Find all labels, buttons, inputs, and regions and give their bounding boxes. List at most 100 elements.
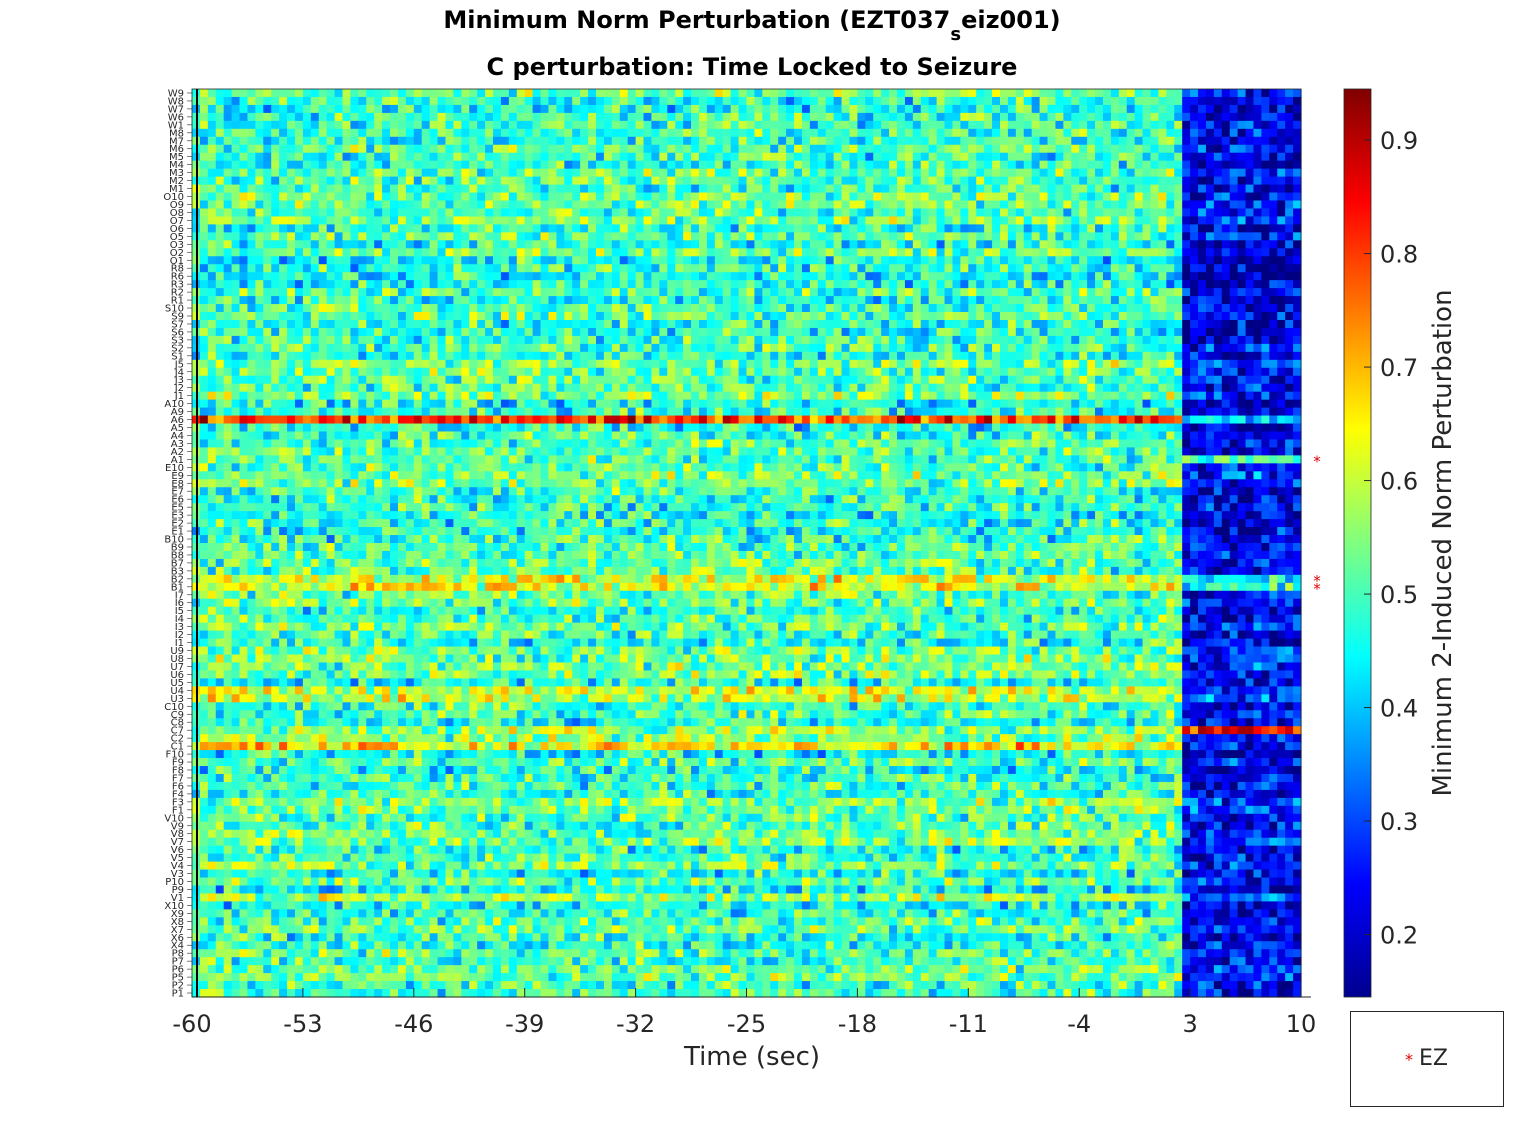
heatmap-cell: [1246, 304, 1255, 313]
heatmap-cell: [1055, 328, 1064, 337]
heatmap-cell: [897, 344, 906, 353]
heatmap-cell: [842, 208, 851, 217]
heatmap-cell: [762, 153, 771, 162]
heatmap-cell: [1261, 256, 1270, 265]
heatmap-cell: [1055, 105, 1064, 114]
heatmap-cell: [414, 177, 423, 186]
heatmap-cell: [1198, 177, 1207, 186]
heatmap-cell: [350, 169, 359, 178]
heatmap-cell: [1103, 272, 1112, 281]
heatmap-cell: [287, 129, 296, 138]
heatmap-cell: [200, 256, 209, 265]
heatmap-cell: [596, 153, 605, 162]
heatmap-cell: [644, 272, 653, 281]
heatmap-cell: [873, 320, 882, 329]
heatmap-cell: [279, 256, 288, 265]
heatmap-cell: [628, 145, 637, 154]
heatmap-cell: [358, 256, 367, 265]
heatmap-cell: [1071, 161, 1080, 170]
heatmap-cell: [485, 360, 494, 369]
heatmap-cell: [1119, 240, 1128, 249]
heatmap-cell: [675, 129, 684, 138]
heatmap-cell: [208, 97, 217, 106]
heatmap-cell: [604, 320, 613, 329]
heatmap-cell: [802, 352, 811, 361]
heatmap-cell: [382, 153, 391, 162]
heatmap-cell: [976, 129, 985, 138]
heatmap-cell: [1008, 360, 1017, 369]
heatmap-cell: [1079, 352, 1088, 361]
heatmap-cell: [572, 232, 581, 241]
heatmap-cell: [541, 129, 550, 138]
heatmap-cell: [485, 129, 494, 138]
heatmap-cell: [240, 232, 249, 241]
heatmap-cell: [398, 272, 407, 281]
heatmap-cell: [1222, 113, 1231, 122]
heatmap-cell: [1024, 256, 1033, 265]
heatmap-cell: [913, 352, 922, 361]
heatmap-cell: [604, 216, 613, 225]
heatmap-cell: [564, 240, 573, 249]
heatmap-cell: [343, 161, 352, 170]
heatmap-cell: [1087, 248, 1096, 257]
heatmap-cell: [1095, 161, 1104, 170]
heatmap-cell: [810, 232, 819, 241]
heatmap-cell: [1198, 288, 1207, 297]
heatmap-cell: [548, 145, 557, 154]
heatmap-cell: [1087, 89, 1096, 98]
heatmap-cell: [1079, 272, 1088, 281]
heatmap-cell: [461, 264, 470, 273]
heatmap-cell: [651, 328, 660, 337]
heatmap-cell: [572, 304, 581, 313]
heatmap-cell: [556, 121, 565, 130]
heatmap-cell: [477, 344, 486, 353]
heatmap-cell: [1135, 121, 1144, 130]
heatmap-cell: [921, 232, 930, 241]
heatmap-cell: [1135, 312, 1144, 321]
heatmap-cell: [747, 89, 756, 98]
heatmap-cell: [1016, 352, 1025, 361]
heatmap-cell: [1182, 129, 1191, 138]
heatmap-cell: [612, 105, 621, 114]
heatmap-cell: [596, 185, 605, 194]
heatmap-cell: [398, 208, 407, 217]
heatmap-cell: [826, 296, 835, 305]
heatmap-cell: [232, 161, 241, 170]
heatmap-cell: [485, 368, 494, 377]
heatmap-cell: [453, 328, 462, 337]
heatmap-cell: [216, 256, 225, 265]
heatmap-cell: [1143, 232, 1152, 241]
heatmap-cell: [612, 248, 621, 257]
heatmap-cell: [1285, 89, 1294, 98]
heatmap-cell: [984, 201, 993, 210]
heatmap-cell: [818, 264, 827, 273]
heatmap-cell: [857, 272, 866, 281]
heatmap-cell: [1079, 169, 1088, 178]
heatmap-cell: [224, 352, 233, 361]
heatmap-cell: [438, 113, 447, 122]
heatmap-cell: [1206, 216, 1215, 225]
heatmap-cell: [580, 312, 589, 321]
heatmap-cell: [588, 248, 597, 257]
heatmap-cell: [937, 137, 946, 146]
heatmap-cell: [921, 201, 930, 210]
heatmap-cell: [842, 232, 851, 241]
heatmap-cell: [263, 240, 272, 249]
heatmap-cell: [295, 224, 304, 233]
heatmap-cell: [889, 264, 898, 273]
heatmap-cell: [461, 185, 470, 194]
heatmap-cell: [596, 272, 605, 281]
heatmap-cell: [1071, 248, 1080, 257]
heatmap-cell: [754, 145, 763, 154]
heatmap-cell: [596, 97, 605, 106]
heatmap-cell: [350, 248, 359, 257]
heatmap-cell: [731, 368, 740, 377]
heatmap-cell: [976, 161, 985, 170]
heatmap-cell: [485, 113, 494, 122]
heatmap-cell: [382, 312, 391, 321]
heatmap-cell: [255, 129, 264, 138]
heatmap-cell: [644, 161, 653, 170]
heatmap-cell: [1119, 280, 1128, 289]
heatmap-cell: [818, 89, 827, 98]
heatmap-cell: [683, 137, 692, 146]
